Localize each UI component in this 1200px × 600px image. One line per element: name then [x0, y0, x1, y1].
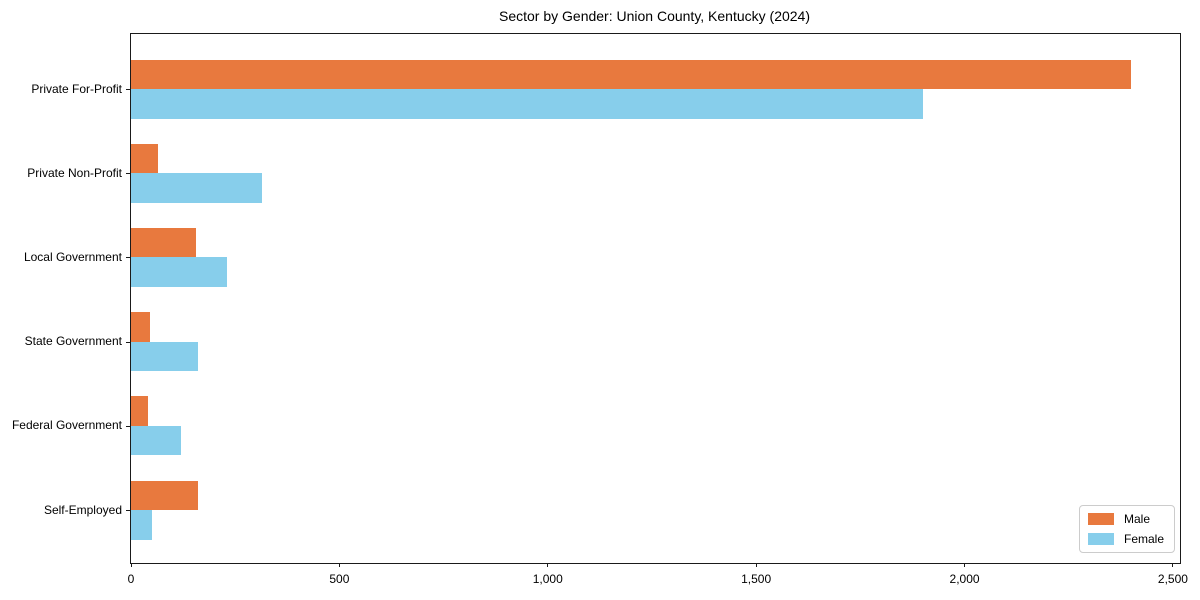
- x-tick-mark-1000: [547, 563, 549, 567]
- legend-label-male: Male: [1123, 512, 1150, 526]
- bar-male-state-government: [131, 312, 150, 342]
- plot-area: Private For-Profit Private Non-Profit Loca…: [12, 33, 1188, 586]
- bar-male-federal-government: [131, 396, 148, 426]
- bar-female-federal-government: [131, 425, 181, 456]
- legend: Male Female: [1078, 505, 1175, 553]
- y-tick-label-state-government: State Government: [24, 334, 122, 349]
- x-tick-mark-1500: [755, 563, 757, 567]
- legend-label-female: Female: [1123, 532, 1164, 546]
- y-tick-mark-state-government: [126, 341, 131, 343]
- x-tick-label-1500: 1,500: [741, 572, 772, 586]
- bar-male-private-for-profit: [131, 59, 1132, 89]
- x-tick-label-2500: 2,500: [1157, 572, 1188, 586]
- y-tick-label-federal-government: Federal Government: [11, 418, 122, 433]
- bar-female-state-government: [131, 341, 198, 372]
- bar-female-local-government: [131, 257, 227, 287]
- legend-swatch-male: [1087, 513, 1114, 525]
- legend-swatch-female: [1087, 533, 1114, 545]
- x-tick-label-500: 500: [329, 572, 350, 586]
- legend-entry-male: Male: [1087, 512, 1164, 526]
- x-tick-mark-500: [338, 563, 340, 567]
- y-tick-mark-self-employed: [126, 510, 131, 511]
- y-tick-label-private-non-profit: Private Non-Profit: [27, 165, 122, 180]
- bar-male-local-government: [131, 227, 196, 258]
- y-tick-mark-federal-government: [126, 425, 131, 427]
- y-tick-label-private-for-profit: Private For-Profit: [31, 81, 122, 96]
- bar-female-private-non-profit: [131, 173, 263, 203]
- bar-female-private-for-profit: [131, 89, 923, 119]
- chart-title: Sector by Gender: Union County, Kentucky…: [498, 8, 810, 24]
- y-tick-mark-local-government: [126, 257, 131, 259]
- x-tick-label-2000: 2,000: [949, 572, 980, 586]
- x-tick-mark-0: [130, 563, 132, 567]
- y-tick-mark-private-for-profit: [126, 89, 131, 90]
- y-tick-mark-private-non-profit: [126, 173, 131, 175]
- x-tick-mark-2000: [964, 563, 966, 567]
- legend-entry-female: Female: [1087, 532, 1164, 546]
- bar-female-self-employed: [131, 510, 152, 540]
- x-tick-label-0: 0: [127, 572, 135, 586]
- x-tick-label-1000: 1,000: [532, 572, 563, 586]
- y-tick-label-self-employed: Self-Employed: [43, 502, 122, 517]
- bar-male-self-employed: [131, 480, 198, 510]
- bar-male-private-non-profit: [131, 143, 159, 174]
- y-tick-label-local-government: Local Government: [23, 249, 122, 264]
- x-tick-mark-2500: [1172, 563, 1174, 567]
